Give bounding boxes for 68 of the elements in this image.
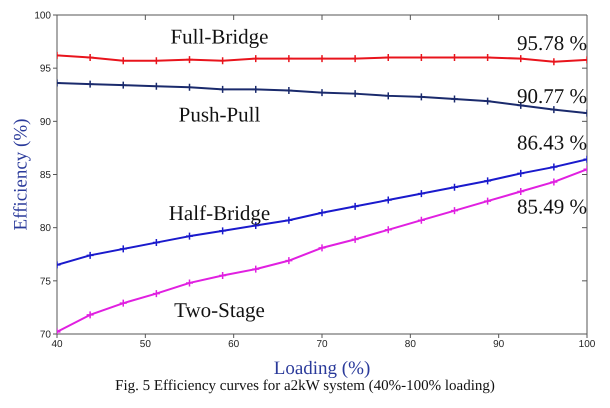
point <box>119 244 128 254</box>
point <box>284 256 294 265</box>
point <box>550 162 558 172</box>
point <box>218 85 227 94</box>
y-tick-label: 85 <box>40 170 52 182</box>
point <box>417 92 426 102</box>
y-tick-label: 80 <box>40 223 52 234</box>
point <box>550 105 558 114</box>
series-label: Half-Bridge <box>168 201 270 226</box>
x-tick-label: 50 <box>140 339 152 350</box>
point <box>417 216 426 224</box>
x-tick-label: 60 <box>228 339 240 350</box>
point <box>284 216 294 224</box>
point <box>284 54 294 63</box>
point <box>384 196 392 204</box>
point <box>318 54 326 63</box>
data-label: 90.77 % <box>517 84 587 108</box>
point <box>252 54 260 63</box>
point <box>350 89 360 98</box>
point <box>152 289 161 298</box>
point <box>450 94 459 104</box>
point <box>86 251 94 260</box>
point <box>483 96 492 106</box>
point <box>119 298 128 308</box>
x-tick-label: 90 <box>493 339 505 350</box>
point <box>86 53 94 62</box>
point <box>350 235 360 244</box>
y-tick-label: 70 <box>40 330 52 341</box>
x-tick-label: 80 <box>404 339 416 350</box>
point <box>384 92 392 100</box>
data-label: 86.43 % <box>517 130 587 154</box>
point <box>152 238 161 247</box>
point <box>550 178 558 186</box>
point <box>450 183 459 192</box>
point <box>516 169 525 178</box>
point <box>318 88 326 97</box>
y-tick-label: 75 <box>40 276 52 288</box>
y-axis-title: Efficiency (%) <box>10 118 32 231</box>
point <box>384 226 392 234</box>
point <box>185 278 194 288</box>
y-tick-label: 95 <box>40 64 52 75</box>
point <box>318 244 326 252</box>
data-label: 85.49 % <box>517 194 587 218</box>
point <box>86 310 94 320</box>
y-tick-label: 90 <box>40 116 52 128</box>
point <box>417 189 426 198</box>
point <box>218 226 227 236</box>
y-tick-label: 100 <box>34 10 52 22</box>
point <box>252 264 260 274</box>
data-label: 95.78 % <box>517 30 587 55</box>
caption: Fig. 5 Efficiency curves for a2kW system (40%-100% loading) <box>114 378 496 395</box>
point <box>483 176 492 186</box>
point <box>350 202 360 211</box>
x-tick-label: 100 <box>578 339 596 350</box>
point <box>218 271 227 280</box>
point <box>483 196 492 206</box>
x-tick-label: 70 <box>316 339 328 350</box>
point <box>185 232 194 240</box>
series-label: Two-Stage <box>174 298 265 322</box>
series-label: Push-Pull <box>178 102 261 126</box>
x-tick-label: 40 <box>51 339 63 350</box>
point <box>516 187 525 196</box>
point <box>318 208 326 218</box>
point <box>284 86 294 95</box>
series-label: Full-Bridge <box>170 24 268 49</box>
x-axis-title: Loading (%) <box>274 358 370 379</box>
point <box>185 55 194 64</box>
point <box>450 206 459 215</box>
